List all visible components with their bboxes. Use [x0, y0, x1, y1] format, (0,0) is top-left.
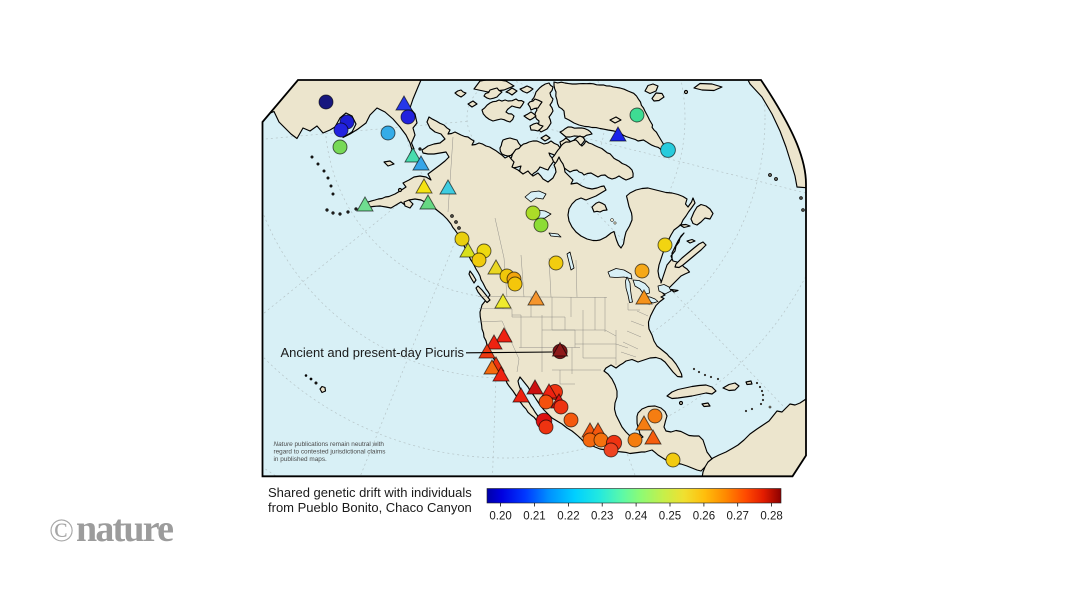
svg-text:nature: nature [76, 508, 173, 550]
svg-text:in published maps.: in published maps. [274, 456, 328, 463]
svg-text:Nature publications remain neu: Nature publications remain neutral with [274, 441, 385, 448]
svg-text:0.25: 0.25 [659, 511, 681, 523]
svg-text:0.24: 0.24 [625, 511, 648, 523]
svg-text:0.23: 0.23 [591, 511, 613, 523]
svg-text:from Pueblo Bonito, Chaco Cany: from Pueblo Bonito, Chaco Canyon [268, 500, 472, 515]
svg-text:Ancient and present-day Picuri: Ancient and present-day Picuris [280, 345, 464, 360]
svg-text:0.20: 0.20 [489, 511, 511, 523]
svg-text:0.22: 0.22 [557, 511, 579, 523]
svg-text:©: © [49, 513, 74, 549]
svg-text:regard to contested jurisdicti: regard to contested jurisdictional claim… [274, 449, 386, 456]
svg-text:0.28: 0.28 [760, 511, 782, 523]
svg-text:Shared genetic drift with indi: Shared genetic drift with individuals [268, 485, 472, 500]
svg-text:0.26: 0.26 [693, 511, 715, 523]
svg-text:0.27: 0.27 [727, 511, 749, 523]
svg-text:0.21: 0.21 [523, 511, 545, 523]
